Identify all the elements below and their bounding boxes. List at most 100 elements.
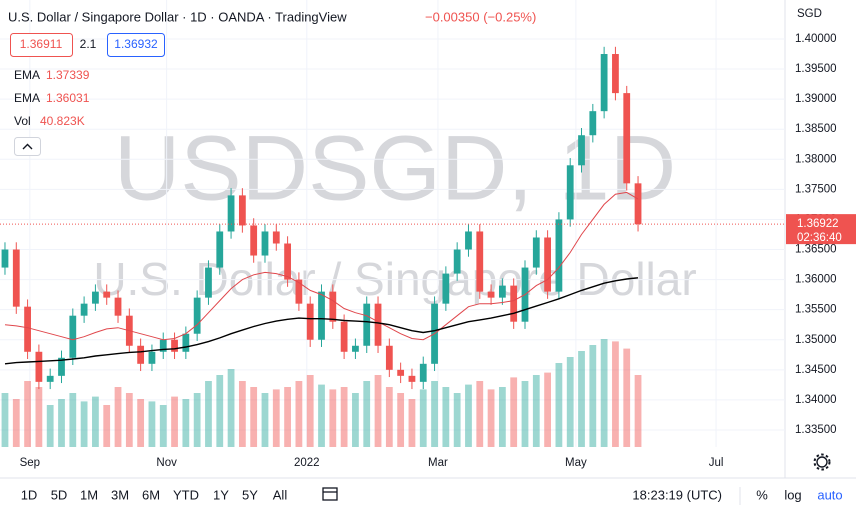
x-tick-label: Jul [709,457,724,469]
volume-bar [318,384,325,447]
last-price-tag [786,214,856,245]
volume-bar [544,372,551,447]
volume-bar [46,405,54,447]
range-button[interactable]: 5D [51,487,68,502]
y-tick-label: 1.37500 [795,183,837,195]
candle-body [465,231,472,250]
candle-body [498,285,506,298]
volume-bar [374,375,382,447]
collapse-button[interactable] [14,137,41,156]
volume-bar [453,393,461,447]
x-tick-label: 2022 [294,457,320,469]
settings-icon[interactable] [813,453,831,471]
candle-body [284,243,291,280]
range-button[interactable]: All [273,487,288,502]
ema-name: EMA [14,68,40,82]
vol-value: 40.823K [40,114,85,128]
candle-body [182,333,190,352]
candle-body [295,279,303,304]
volume-bar [397,393,405,447]
range-button[interactable]: 3M [111,487,129,502]
volume-bar [12,399,20,447]
range-button[interactable]: 1Y [213,487,229,502]
volume-bar [385,387,393,447]
last-price-label: 1.36922 [797,218,839,230]
volume-bar [238,381,246,447]
y-tick-label: 1.39500 [795,63,837,75]
auto-button[interactable]: auto [817,487,842,502]
y-tick-label: 1.36500 [795,244,837,256]
range-button[interactable]: YTD [173,487,199,502]
ema-line [4,191,639,341]
range-button[interactable]: 1M [80,487,98,502]
volume-bar [35,387,43,447]
candle-body [578,135,585,166]
candle-body [250,225,258,256]
range-button[interactable]: 6M [142,487,160,502]
bid-box[interactable] [10,33,73,57]
countdown: 02:36:40 [797,232,842,244]
candle-body [46,375,54,382]
volume-bar [634,375,642,447]
percent-button[interactable]: % [756,487,768,502]
candle-body [532,237,540,268]
ema-name: EMA [14,91,40,105]
ema-line [4,277,639,365]
candle-body [58,357,65,376]
candle-body [397,369,405,376]
volume-bar [227,369,235,447]
candle-body [453,249,461,274]
watermark: USDSGD, 1D [114,117,676,219]
y-tick-label: 1.38000 [795,153,837,165]
volume-bar [1,393,9,447]
candle-body [510,285,518,322]
volume-bar [510,377,518,447]
volume-bar [589,345,597,447]
plot [0,0,785,447]
range-button[interactable]: 1D [21,487,38,502]
ema-value: 1.36031 [46,91,90,105]
volume-bar [182,399,190,447]
candle-body [137,345,145,364]
volume-bar [284,387,291,447]
ask[interactable]: 1.36932 [114,37,158,51]
y-tick-label: 1.40000 [795,33,837,45]
candle-body [272,231,280,244]
volume-bar [125,393,133,447]
volume-bar [92,396,99,447]
y-tick-label: 1.36000 [795,274,837,286]
volume-bar [159,405,167,447]
volume-bar [80,401,88,447]
volume-bar [193,393,201,447]
bid[interactable]: 1.36911 [20,37,63,51]
y-tick-label: 1.34500 [795,364,837,376]
volume-bar [216,375,224,447]
range-button[interactable]: 5Y [242,487,258,502]
volume-bar [465,384,472,447]
candle-body [171,339,178,352]
candle-body [544,237,551,292]
ask-box[interactable] [107,33,165,57]
symbol-title: U.S. Dollar / Singapore Dollar · 1D · OA… [8,9,347,24]
candle-body [363,303,371,346]
candle-body [1,249,9,268]
vol-name: Vol [14,114,31,128]
collapse-icon [22,143,33,150]
volume-bar [487,389,495,447]
volume-bar [521,381,529,447]
spread: 2.1 [80,37,97,51]
log-button[interactable]: log [784,487,801,502]
candle-body [114,297,122,316]
volume-bar [623,348,631,447]
date-range-icon[interactable] [322,487,338,501]
volume-bar [600,339,608,447]
candle-body [374,303,382,346]
candle-body [318,291,325,340]
candle-body [12,249,20,307]
candle-body [589,111,597,136]
x-tick-label: Nov [156,457,177,469]
volume-bar [272,389,280,447]
volume-bar [103,405,111,447]
